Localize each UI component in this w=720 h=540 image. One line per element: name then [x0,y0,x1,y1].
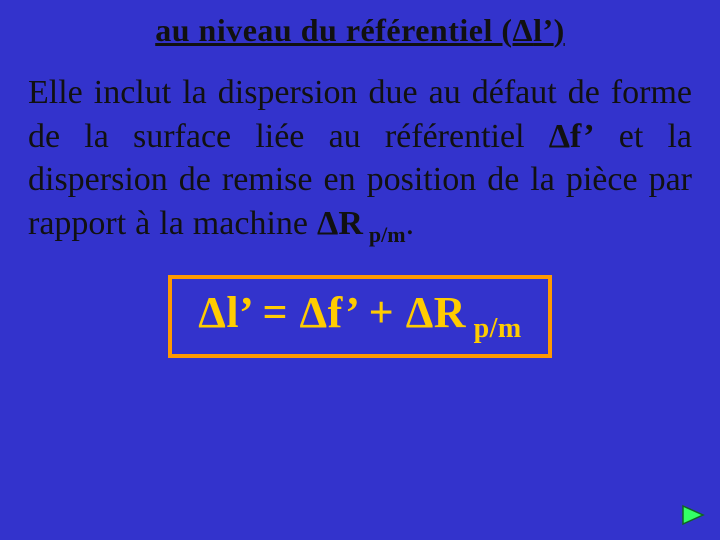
formula-box: Δl’ = Δf’ + ΔR p/m [168,275,552,359]
formula-r2-sym: R [434,288,466,337]
title-delta: Δ [513,12,534,48]
formula-eq: = [251,288,300,337]
formula-container: Δl’ = Δf’ + ΔR p/m [28,275,692,359]
next-arrow-button[interactable] [680,504,706,526]
title-pre: au niveau du référentiel ( [155,12,512,48]
formula-lhs-sym: l’ [226,288,251,337]
delta-r-sym: R [338,205,363,242]
formula-r2-sub: p/m [466,312,522,343]
delta-f-delta: Δ [549,118,570,155]
play-icon [680,504,706,526]
formula-r1-sym: f’ [328,288,357,337]
delta-f-sym: f’ [570,118,595,155]
title-sym: l’ [533,12,554,48]
formula-r1-delta: Δ [300,288,328,337]
slide: au niveau du référentiel (Δl’) Elle incl… [0,0,720,540]
page-title: au niveau du référentiel (Δl’) [28,12,692,49]
title-post: ) [554,12,565,48]
formula-r2-delta: Δ [406,288,434,337]
formula-plus: + [357,288,406,337]
body-paragraph: Elle inclut la dispersion due au défaut … [28,71,692,249]
body-p3: . [406,205,415,242]
formula-lhs-delta: Δ [198,288,226,337]
delta-r-sub: p/m [363,221,406,246]
delta-r-delta: Δ [317,205,338,242]
